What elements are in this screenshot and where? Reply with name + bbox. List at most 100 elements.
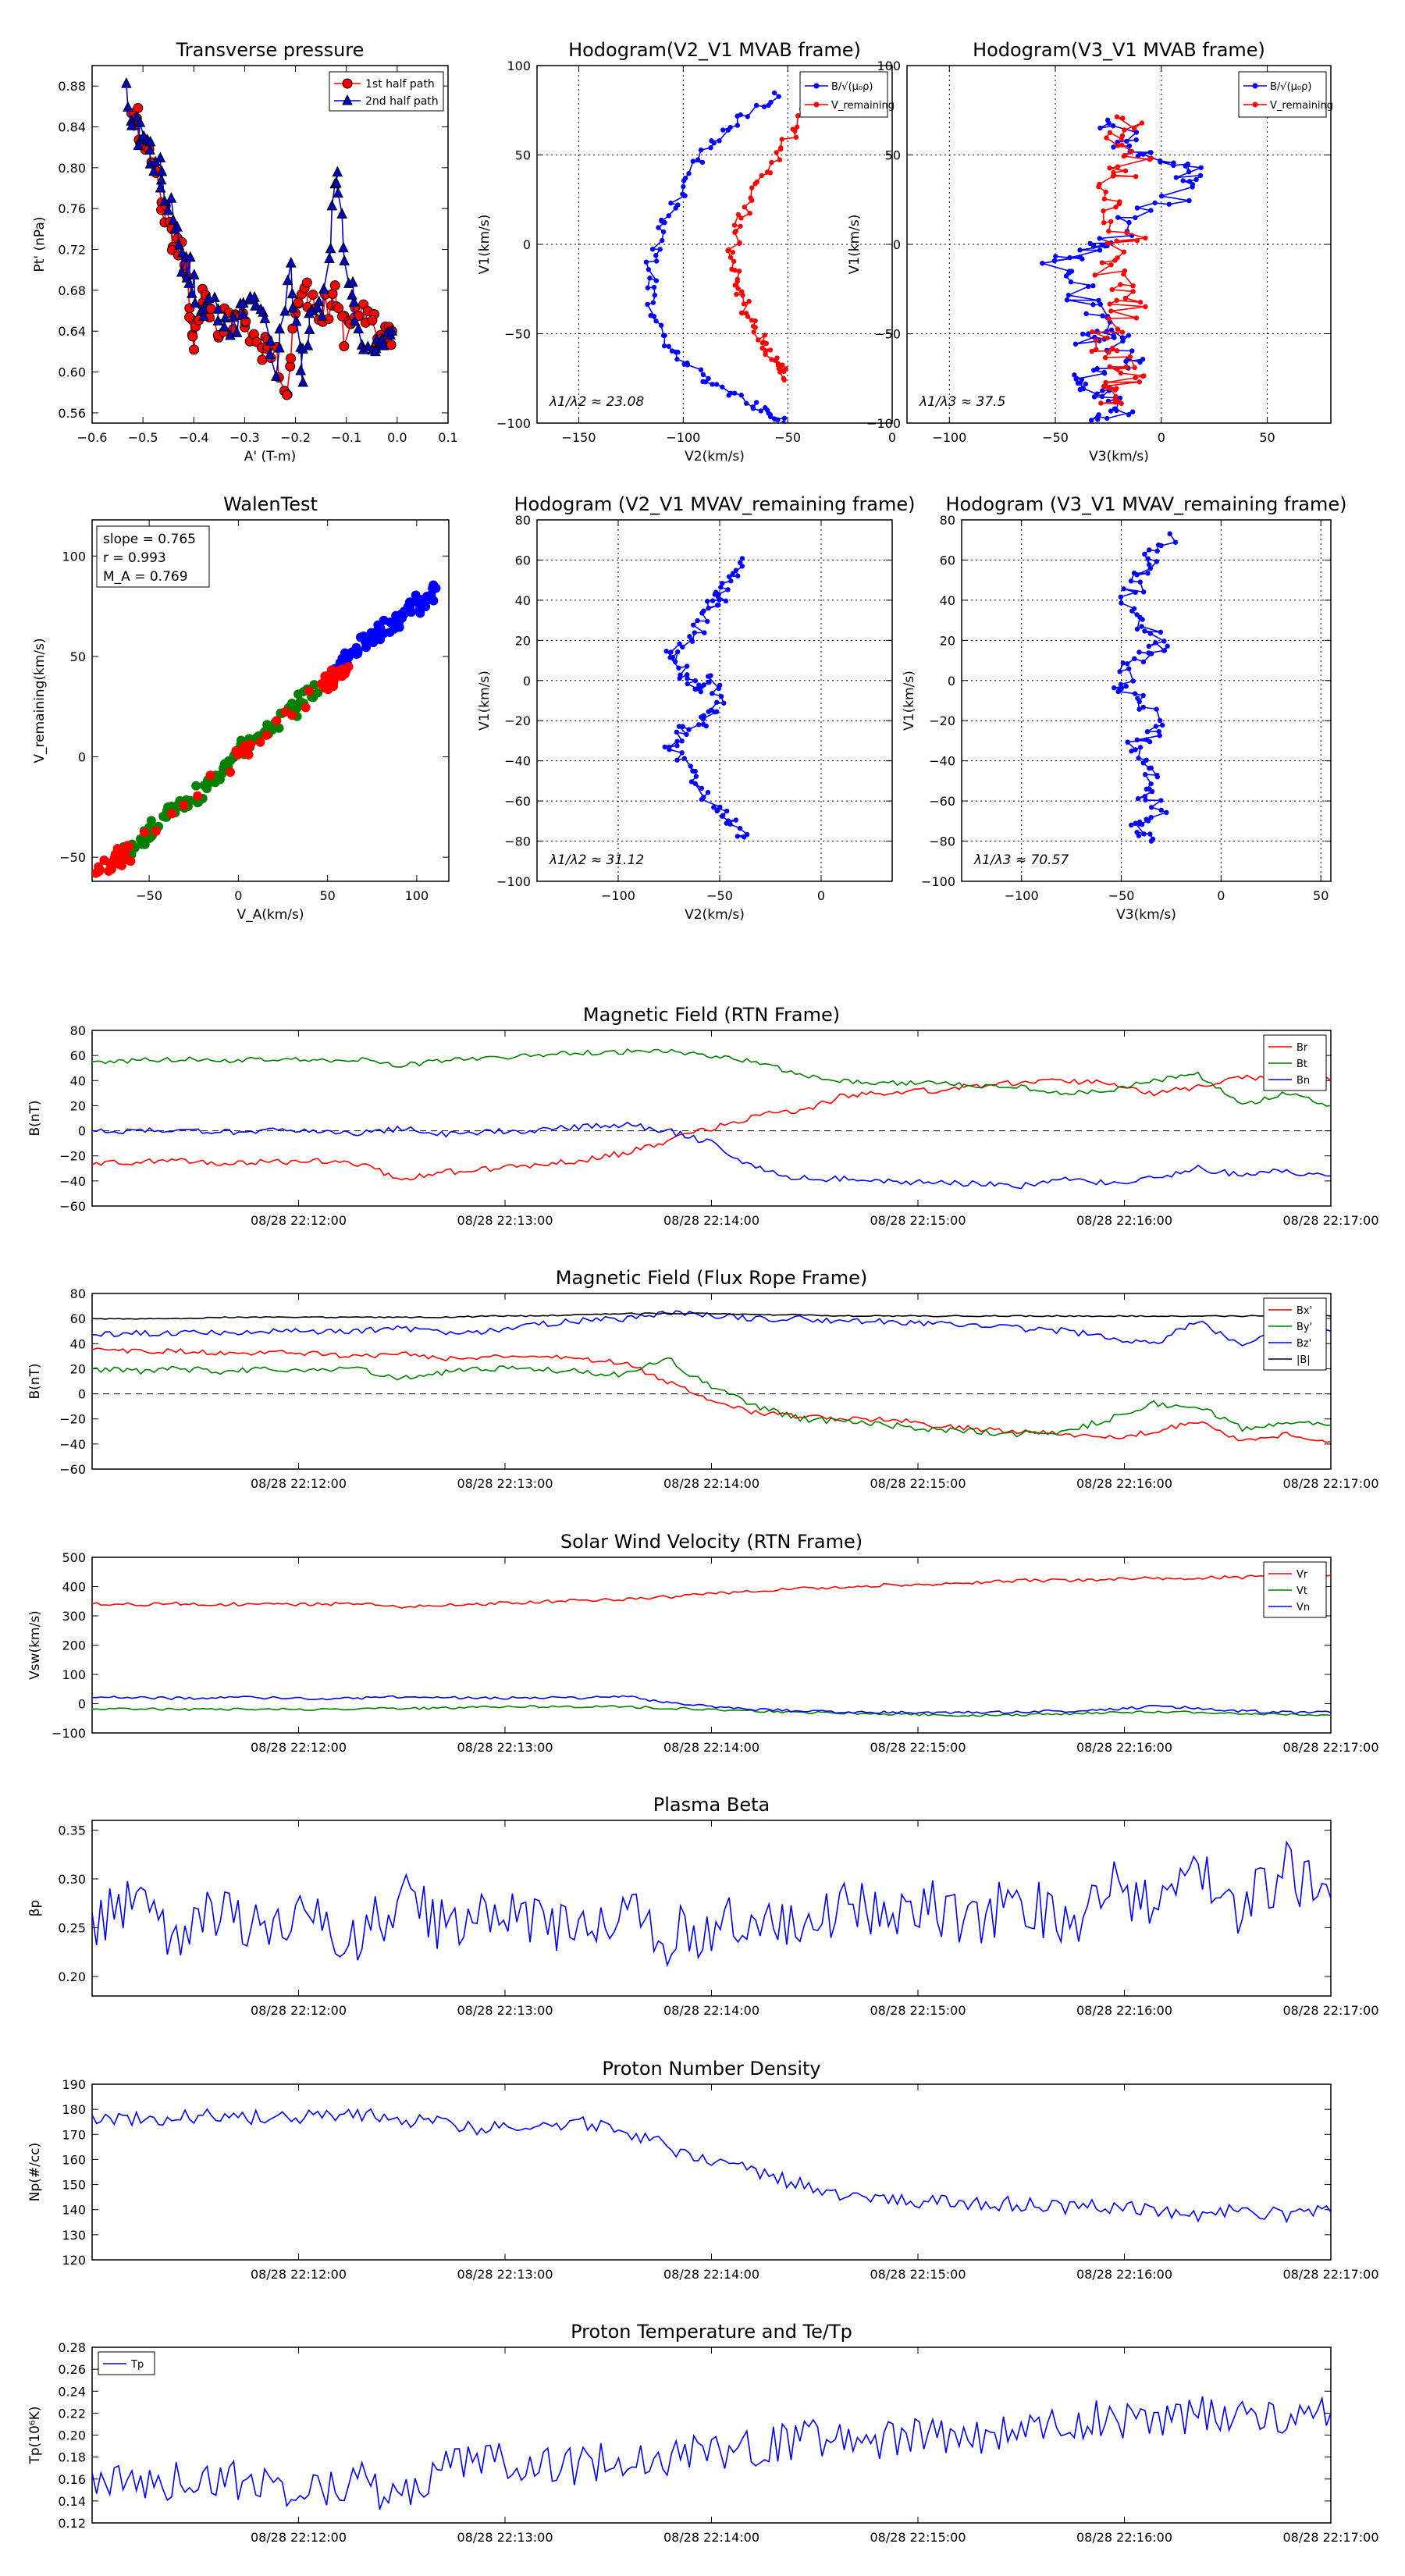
y-tick-label: 20 — [70, 1098, 86, 1113]
data-point — [304, 323, 315, 334]
data-point — [1053, 254, 1058, 259]
data-point — [1154, 772, 1160, 778]
data-point — [692, 768, 698, 774]
data-point — [1153, 640, 1158, 646]
data-point — [371, 632, 381, 642]
data-point — [1097, 125, 1103, 131]
data-point — [700, 372, 706, 378]
data-point — [1121, 249, 1127, 254]
data-point — [1160, 722, 1165, 728]
data-point — [134, 116, 146, 127]
data-point — [733, 817, 739, 823]
data-point — [703, 379, 709, 385]
y-tick-label: −20 — [59, 1149, 86, 1164]
legend-label: Bx' — [1297, 1305, 1312, 1317]
data-point — [1135, 696, 1140, 701]
data-point — [1120, 338, 1126, 344]
data-point — [712, 592, 718, 597]
x-tick-label: 08/28 22:16:00 — [1076, 1213, 1172, 1228]
x-tick-label: −100 — [932, 430, 966, 445]
y-tick-label: −50 — [874, 327, 901, 342]
x-tick-label: −50 — [706, 888, 733, 903]
data-point — [1086, 283, 1091, 290]
data-point — [137, 838, 147, 848]
data-point — [1158, 159, 1163, 165]
data-point — [333, 303, 344, 314]
data-point — [1128, 578, 1134, 584]
data-point — [651, 284, 657, 290]
data-point — [140, 827, 150, 838]
data-point — [378, 339, 389, 350]
data-point — [1113, 205, 1119, 210]
data-point — [340, 669, 350, 679]
data-point — [735, 212, 742, 218]
data-point — [1107, 165, 1112, 171]
x-tick-label: 08/28 22:16:00 — [1076, 2003, 1172, 2018]
data-point — [1152, 200, 1158, 206]
x-tick-label: 08/28 22:12:00 — [251, 2003, 347, 2018]
legend-label: Bz' — [1297, 1338, 1311, 1350]
chart-transverse-pressure: Transverse pressure Pt' (nPa) A' (T-m) −0.6… — [32, 39, 458, 464]
data-point — [1147, 566, 1154, 571]
data-point — [706, 674, 711, 679]
x-tick-label: 50 — [319, 888, 335, 903]
legend-marker — [813, 101, 820, 108]
data-point — [698, 147, 704, 153]
data-point — [1126, 666, 1132, 671]
data-point — [699, 785, 705, 792]
data-point — [1112, 685, 1117, 691]
data-point — [245, 740, 255, 750]
data-point — [1080, 386, 1086, 391]
data-point — [779, 137, 784, 142]
legend-label: Vn — [1297, 1602, 1310, 1614]
data-point — [1154, 706, 1159, 712]
data-point — [688, 763, 693, 769]
data-point — [647, 276, 653, 281]
y-tick-label: 100 — [62, 1667, 86, 1682]
data-point — [297, 375, 308, 387]
data-point — [386, 340, 397, 350]
data-point — [1144, 737, 1150, 742]
data-point — [1108, 219, 1114, 224]
y-tick-label: 0.76 — [58, 201, 86, 216]
data-point — [1108, 308, 1114, 314]
data-point — [249, 290, 260, 302]
data-point — [1098, 400, 1104, 406]
data-point — [666, 343, 672, 349]
data-point — [693, 774, 699, 779]
x-tick-label: 08/28 22:13:00 — [457, 1476, 553, 1491]
legend-label: V_remaining — [831, 100, 895, 112]
data-point — [658, 322, 664, 328]
data-point — [724, 808, 730, 814]
data-point — [1122, 168, 1129, 174]
data-point — [282, 274, 293, 286]
data-point — [1123, 364, 1129, 370]
data-point — [762, 333, 768, 338]
data-point — [1073, 376, 1079, 382]
data-point — [1067, 254, 1072, 261]
data-point — [728, 578, 734, 584]
chart-walen-test: WalenTest V_remaining(km/s) V_A(km/s) −50 0 5… — [32, 493, 450, 923]
data-point — [746, 298, 752, 304]
series-line-Bz' — [92, 1310, 1331, 1347]
data-point — [1154, 548, 1160, 554]
legend-marker — [342, 78, 353, 89]
data-point — [1090, 368, 1097, 373]
data-point — [666, 213, 671, 219]
data-point — [1100, 388, 1105, 393]
y-tick-label: −100 — [496, 416, 531, 431]
data-point — [184, 311, 195, 322]
data-point — [684, 664, 690, 669]
data-point — [274, 322, 286, 334]
y-tick-label: 40 — [515, 593, 531, 608]
chart-timeseries-6: Magnetic Field (RTN Frame) B(nT) 08/28 22:… — [27, 1004, 1379, 1228]
data-point — [1148, 838, 1154, 844]
chart-timeseries-8: Solar Wind Velocity (RTN Frame) Vsw(km/s)… — [27, 1531, 1379, 1755]
y-tick-label: 80 — [940, 513, 955, 528]
data-point — [1118, 282, 1123, 287]
data-point — [1133, 589, 1138, 596]
y-tick-label: 0.18 — [58, 2450, 86, 2465]
data-point — [109, 852, 119, 863]
chart-title: Hodogram(V3_V1 MVAB frame) — [973, 39, 1265, 61]
data-point — [1104, 329, 1110, 334]
